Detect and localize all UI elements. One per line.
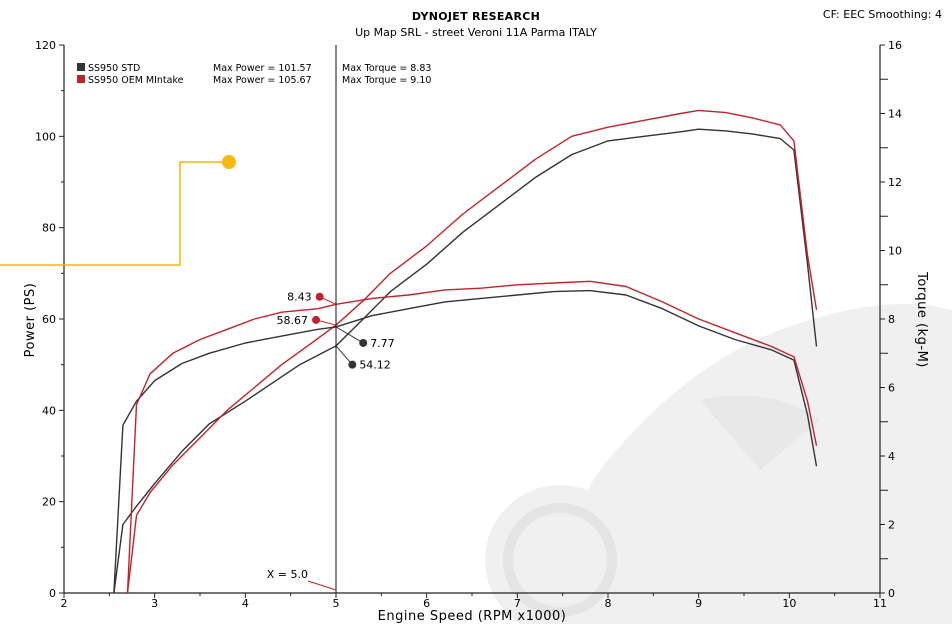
y-axis-label: Power (PS) xyxy=(23,283,38,358)
x-tick-label: 10 xyxy=(782,597,796,610)
x-tick-label: 5 xyxy=(333,597,340,610)
y2-axis-ticks: 0 2 4 6 8 10 12 14 16 xyxy=(880,39,902,600)
x-tick-label: 2 xyxy=(61,597,68,610)
legend-power-std: Max Power = 101.57 xyxy=(213,63,312,74)
annotations: 8.43 58.67 7.77 54.12 xyxy=(277,291,395,372)
marker-handle[interactable] xyxy=(0,155,236,266)
annotation-label: 58.67 xyxy=(277,314,309,327)
series-line-std-power xyxy=(113,128,818,594)
series-line-mintake-power xyxy=(126,109,818,594)
legend-power-mintake: Max Power = 105.67 xyxy=(213,75,312,86)
legend-torque-std: Max Torque = 8.83 xyxy=(342,63,431,74)
x-axis-ticks: 2 3 4 5 6 7 8 9 10 11 xyxy=(61,593,887,610)
series-line-std-torque xyxy=(113,289,818,594)
y-tick-label: 80 xyxy=(42,222,56,235)
y2-tick-label: 16 xyxy=(888,39,902,52)
annotation-dot xyxy=(312,315,321,324)
chart-subtitle: Up Map SRL - street Veroni 11A Parma ITA… xyxy=(355,26,597,39)
legend-torque-mintake: Max Torque = 9.10 xyxy=(342,75,431,86)
x-tick-label: 3 xyxy=(151,597,158,610)
y2-tick-label: 14 xyxy=(888,108,902,121)
legend: SS950 STD Max Power = 101.57 Max Torque … xyxy=(77,63,431,86)
cursor-label-leader xyxy=(307,580,337,591)
y-tick-label: 40 xyxy=(42,404,56,417)
marker-line xyxy=(0,161,229,266)
y-tick-label: 100 xyxy=(35,130,56,143)
x-tick-label: 9 xyxy=(695,597,702,610)
y2-tick-label: 12 xyxy=(888,176,902,189)
annotation-dot xyxy=(359,338,368,347)
x-tick-label: 7 xyxy=(514,597,521,610)
series-layer xyxy=(113,109,818,594)
annotation-label: 7.77 xyxy=(370,337,395,350)
marker-dot-icon[interactable] xyxy=(222,155,236,169)
y2-tick-label: 6 xyxy=(888,382,895,395)
y2-tick-label: 8 xyxy=(888,313,895,326)
legend-entry-mintake: SS950 OEM MIntake xyxy=(88,75,184,86)
x-tick-label: 6 xyxy=(423,597,430,610)
x-tick-label: 11 xyxy=(873,597,887,610)
legend-swatch-std xyxy=(77,63,85,71)
annotation-label: 54.12 xyxy=(359,359,391,372)
annotation-leader xyxy=(335,326,364,344)
y2-tick-label: 4 xyxy=(888,450,895,463)
x-tick-label: 8 xyxy=(605,597,612,610)
y2-axis-label: Torque (kg-M) xyxy=(914,271,929,368)
annotation-dot xyxy=(315,292,324,301)
motorcycle-wheel-icon xyxy=(503,503,617,617)
x-tick-label: 4 xyxy=(242,597,249,610)
x-axis-label: Engine Speed (RPM x1000) xyxy=(378,609,567,624)
y2-tick-label: 2 xyxy=(888,519,895,532)
annotation-label: 8.43 xyxy=(287,291,312,304)
y-tick-label: 20 xyxy=(42,496,56,509)
y2-tick-label: 0 xyxy=(888,587,895,600)
chart-title: DYNOJET RESEARCH xyxy=(412,10,540,23)
y2-tick-label: 10 xyxy=(888,245,902,258)
legend-swatch-mintake xyxy=(77,75,85,83)
annotation-dot xyxy=(348,360,357,369)
y-tick-label: 120 xyxy=(35,39,56,52)
cursor-label: X = 5.0 xyxy=(267,568,308,581)
legend-entry-std: SS950 STD xyxy=(88,63,140,74)
motorcycle-watermark-icon xyxy=(485,303,952,624)
settings-label: CF: EEC Smoothing: 4 xyxy=(823,8,942,21)
series-line-mintake-torque xyxy=(126,280,818,594)
y-tick-label: 60 xyxy=(42,313,56,326)
y-tick-label: 0 xyxy=(49,587,56,600)
annotation-leader xyxy=(335,345,353,365)
y-axis-ticks: 0 20 40 60 80 100 120 xyxy=(35,39,64,600)
